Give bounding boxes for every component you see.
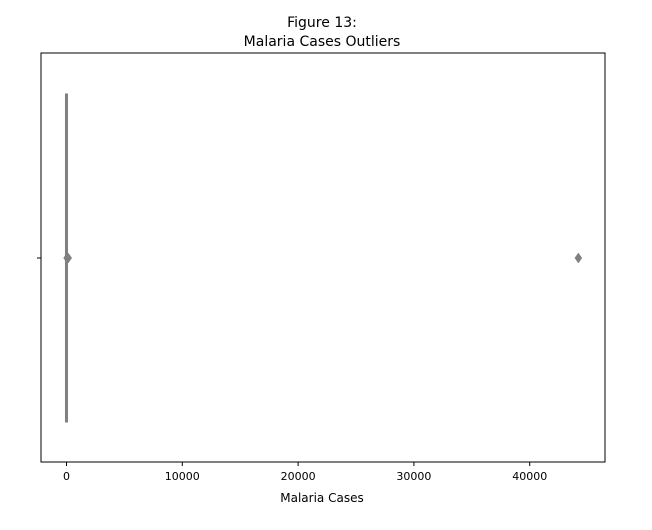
plot-area-frame — [40, 52, 606, 463]
outlier-point-2 — [574, 252, 583, 264]
outlier-point-1 — [64, 252, 73, 264]
boxplot-group — [63, 93, 583, 423]
x-axis-label: Malaria Cases — [280, 491, 363, 505]
x-axis-ticks: 0 10000 20000 30000 40000 — [63, 462, 547, 483]
x-tick-label-2: 20000 — [281, 470, 316, 483]
x-tick-label-4: 40000 — [512, 470, 547, 483]
chart-title-line-2: Malaria Cases Outliers — [244, 34, 401, 50]
x-tick-label-3: 30000 — [396, 470, 431, 483]
x-tick-label-1: 10000 — [165, 470, 200, 483]
chart-title-line-1: Figure 13: — [287, 15, 357, 31]
x-tick-label-0: 0 — [63, 470, 70, 483]
